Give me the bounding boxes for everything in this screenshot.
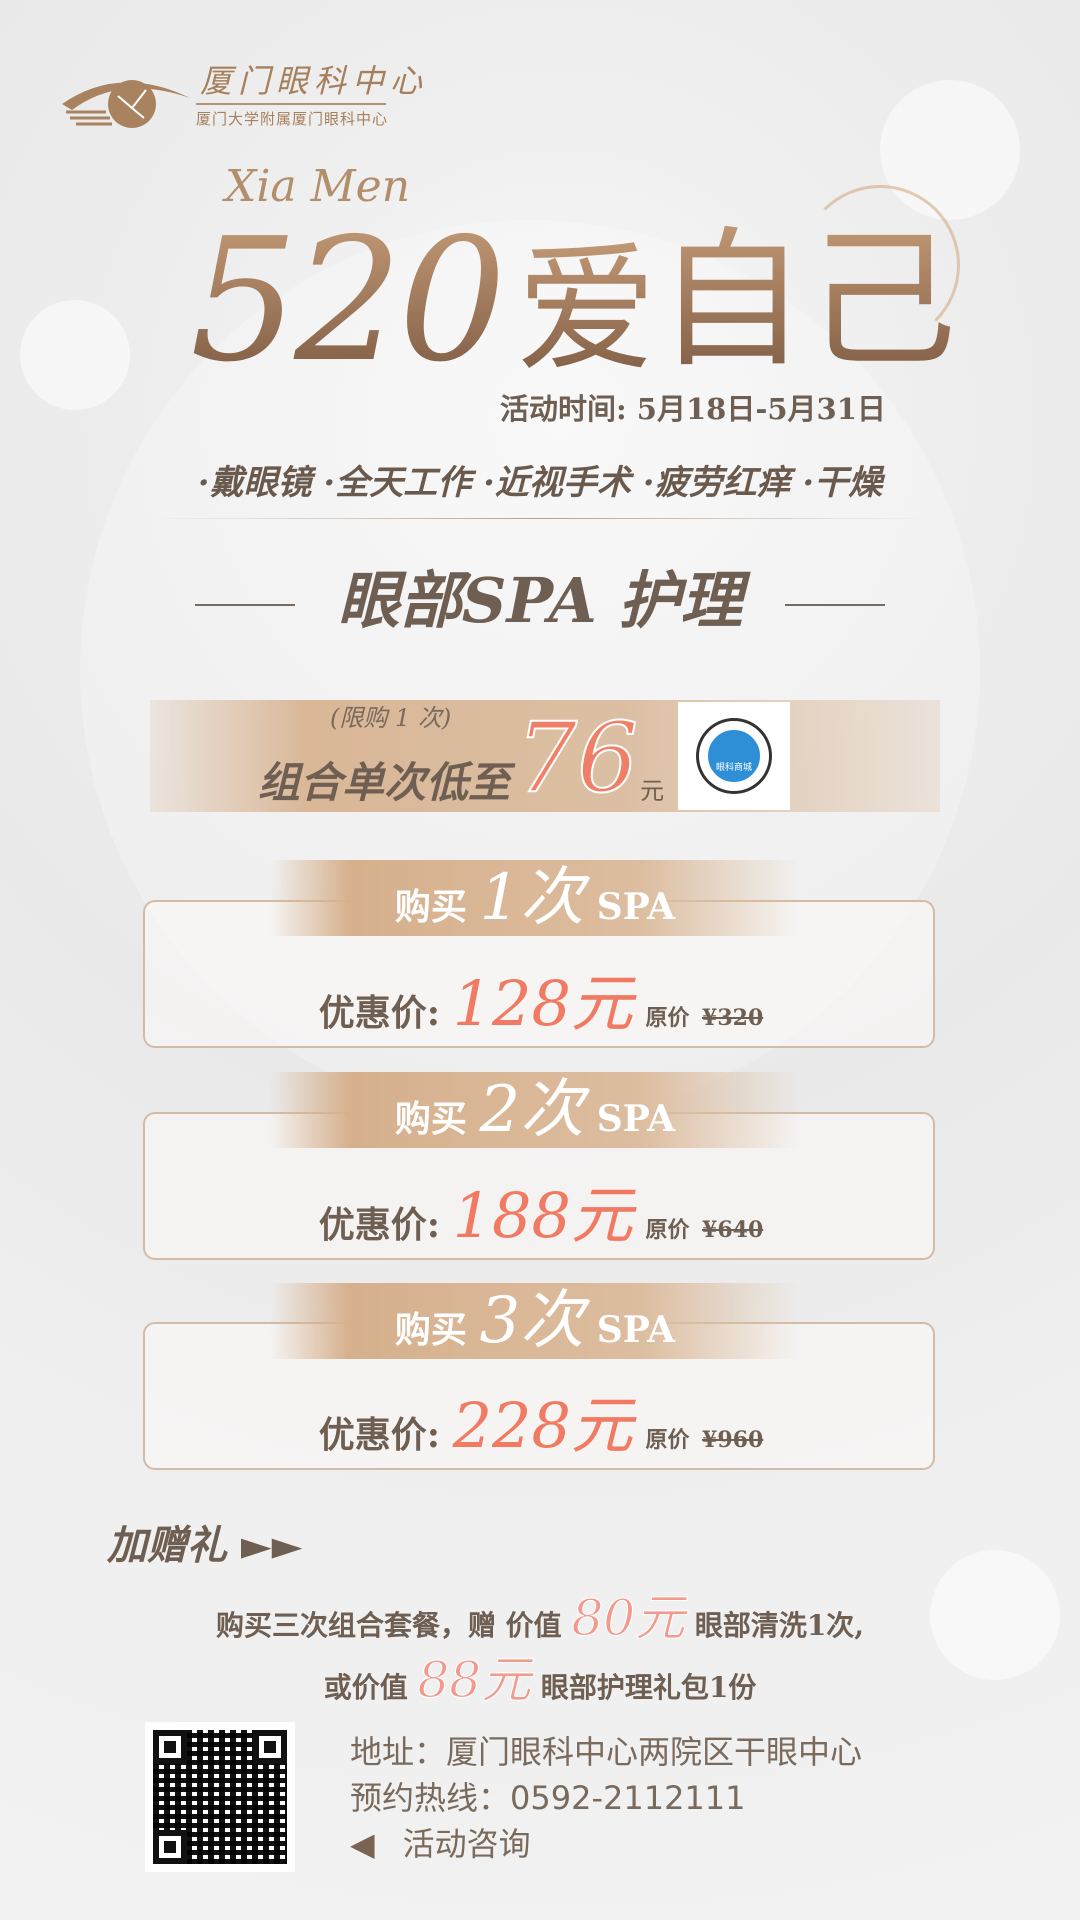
original-price: ¥320: [702, 1005, 764, 1031]
banner-count: 2次: [479, 1073, 585, 1147]
original-label: 原价: [645, 1427, 690, 1453]
promo-banner: [150, 700, 940, 812]
price-label: 优惠价:: [318, 1204, 441, 1246]
event-date: 活动时间: 5月18日-5月31日: [500, 392, 886, 426]
banner-prefix: 购买: [394, 1309, 467, 1351]
consult-label: 活动咨询: [402, 1825, 531, 1863]
original-label: 原价: [645, 1005, 690, 1031]
original-price: ¥640: [702, 1217, 764, 1243]
hero-number: 520: [190, 216, 516, 386]
heading-line-right: [785, 604, 885, 606]
price-label: 优惠价:: [318, 1414, 441, 1456]
card-3-banner: 购买 3次 SPA: [270, 1283, 800, 1359]
address: 地址：厦门眼科中心两院区干眼中心: [350, 1733, 863, 1771]
banner-suffix: SPA: [596, 1309, 676, 1351]
banner-suffix: SPA: [596, 886, 676, 928]
promo-unit: 元: [640, 777, 665, 805]
gift-value: 88元: [417, 1651, 532, 1709]
card-2-banner: 购买 2次 SPA: [270, 1072, 800, 1148]
gift-value: 80元: [571, 1589, 686, 1647]
banner-count: 1次: [479, 861, 585, 935]
divider: [196, 103, 386, 105]
mini-program-qr-code[interactable]: 眼科商城: [678, 702, 790, 810]
banner-prefix: 购买: [394, 886, 467, 928]
card-1-banner: 购买 1次 SPA: [270, 860, 800, 936]
promo-row: 组合单次低至 76 元: [258, 702, 665, 814]
gift-text: 眼部清洗1次,: [694, 1609, 865, 1642]
hero-word-2: 自己: [656, 214, 957, 388]
hotline[interactable]: 预约热线：0592-2112111: [350, 1779, 746, 1817]
gift-line-1: 购买三次组合套餐，赠 价值 80元 眼部清洗1次,: [0, 1590, 1080, 1654]
gift-text: 眼部护理礼包1份: [540, 1671, 757, 1704]
banner-count: 3次: [479, 1284, 585, 1358]
gift-text: 或价值: [323, 1671, 408, 1704]
promo-note: (限购 1 次): [330, 704, 452, 732]
tags-line: ·戴眼镜 ·全天工作 ·近视手术 ·疲劳红痒 ·干燥: [197, 463, 883, 503]
sale-price: 188元: [452, 1179, 633, 1252]
bokeh: [20, 300, 130, 410]
arrow-left-icon: ◀: [350, 1825, 375, 1863]
hero-word-1: 爱: [516, 229, 657, 392]
divider: [150, 518, 930, 519]
consult-qr-code[interactable]: [145, 1722, 295, 1872]
gift-text: 购买三次组合套餐，赠 价值: [215, 1609, 562, 1642]
hero-script: Xia Men: [225, 161, 411, 212]
banner-prefix: 购买: [394, 1098, 467, 1140]
gift-line-2: 或价值 88元 眼部护理礼包1份: [0, 1652, 1080, 1716]
logo-title: 厦门眼科中心: [200, 62, 429, 100]
decorative-ring: [800, 185, 960, 345]
eye-logo-icon: [62, 80, 190, 128]
heading-line-left: [195, 604, 295, 606]
promo-price: 76: [515, 702, 639, 814]
original-price: ¥960: [702, 1427, 764, 1453]
gift-title: 加赠礼 ►►: [107, 1522, 303, 1569]
consult-link[interactable]: ◀ 活动咨询: [350, 1824, 531, 1864]
qr-label: 眼科商城: [705, 727, 763, 785]
original-label: 原价: [645, 1217, 690, 1243]
sale-price: 228元: [452, 1389, 633, 1462]
promo-text: 组合单次低至: [258, 758, 511, 807]
price-label: 优惠价:: [318, 992, 441, 1034]
banner-suffix: SPA: [596, 1098, 676, 1140]
sale-price: 128元: [452, 967, 633, 1040]
logo-subtitle: 厦门大学附属厦门眼科中心: [196, 110, 389, 128]
hero-title: 520 爱 自己: [190, 214, 957, 386]
section-heading: 眼部SPA 护理: [337, 564, 743, 637]
bokeh: [930, 1550, 1060, 1680]
